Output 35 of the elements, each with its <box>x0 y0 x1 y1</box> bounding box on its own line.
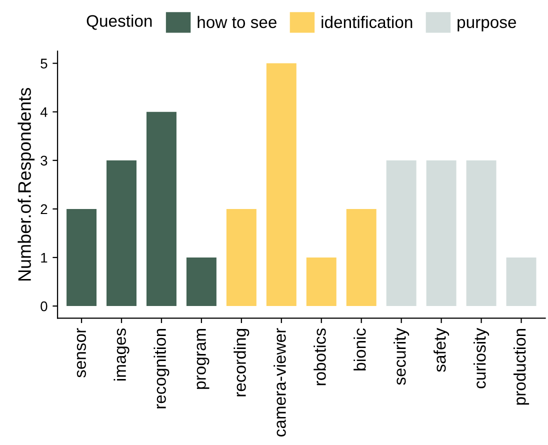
x-tick-label: security <box>394 328 410 385</box>
x-tick-label: bionic <box>354 328 366 370</box>
bar <box>386 160 416 306</box>
legend-label: purpose <box>458 18 516 32</box>
y-tick-label: 0 <box>40 301 48 312</box>
bar <box>506 257 536 306</box>
x-tick-label: images <box>114 328 130 381</box>
x-tick-label: production <box>514 328 530 405</box>
y-tick-label: 1 <box>41 252 48 263</box>
x-tick-label: robotics <box>314 328 326 386</box>
bar <box>146 112 176 306</box>
y-tick-label: 3 <box>40 156 48 166</box>
y-tick-label: 5 <box>40 58 48 68</box>
x-tick-label: recording <box>234 328 250 396</box>
bar <box>346 208 376 306</box>
y-tick-label: 4 <box>40 107 48 117</box>
x-tick-label: safety <box>434 328 450 372</box>
legend-title: Question <box>86 14 152 30</box>
x-tick-label: recognition <box>154 328 170 408</box>
bar <box>466 160 496 306</box>
x-tick-label: camera-viewer <box>274 328 286 436</box>
legend-label: how to see <box>198 16 276 28</box>
bar <box>426 160 456 306</box>
x-tick-label: program <box>196 328 210 389</box>
x-tick-label: curiosity <box>474 328 490 388</box>
bar <box>306 257 336 306</box>
y-tick-label: 2 <box>40 204 48 214</box>
bar <box>66 208 97 306</box>
x-tick-label: sensor <box>76 328 86 378</box>
legend-label: identification <box>322 16 412 28</box>
bar <box>186 257 216 306</box>
bar <box>226 208 256 306</box>
bar <box>106 160 136 306</box>
bar <box>266 63 296 306</box>
y-axis-title: Number.of.Respondents <box>18 88 35 281</box>
